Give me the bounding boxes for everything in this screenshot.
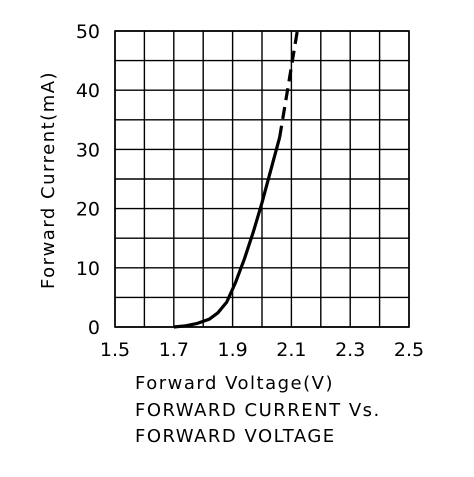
- chart-grid: [114, 30, 410, 328]
- plot-frame: [114, 30, 410, 328]
- series-line-dashed: [278, 30, 299, 138]
- y-tick-label: 10: [76, 258, 100, 280]
- x-tick-label: 1.7: [159, 339, 189, 361]
- x-tick-labels: 1.5 1.7 1.9 2.1 2.3 2.5: [100, 339, 424, 361]
- x-tick-label: 1.9: [217, 339, 247, 361]
- plot-border: [114, 30, 410, 328]
- x-axis-label: Forward Voltage(V): [135, 373, 334, 394]
- chart-subtitle: FORWARD VOLTAGE: [135, 426, 336, 447]
- series-layer: [173, 30, 299, 329]
- x-tick-label: 2.3: [335, 339, 365, 361]
- x-tick-label: 2.5: [394, 339, 424, 361]
- y-axis-label: Forward Current(mA): [38, 71, 59, 289]
- y-tick-label: 0: [88, 317, 100, 339]
- y-tick-label: 20: [76, 199, 100, 221]
- series-line-solid: [173, 137, 282, 329]
- x-tick-label: 2.1: [276, 339, 306, 361]
- y-tick-label: 30: [76, 139, 100, 161]
- x-tick-label: 1.5: [100, 339, 130, 361]
- y-tick-label: 50: [76, 21, 100, 43]
- y-tick-labels: 0 10 20 30 40 50: [76, 21, 100, 339]
- y-tick-label: 40: [76, 80, 100, 102]
- chart-title: FORWARD CURRENT Vs.: [135, 400, 381, 421]
